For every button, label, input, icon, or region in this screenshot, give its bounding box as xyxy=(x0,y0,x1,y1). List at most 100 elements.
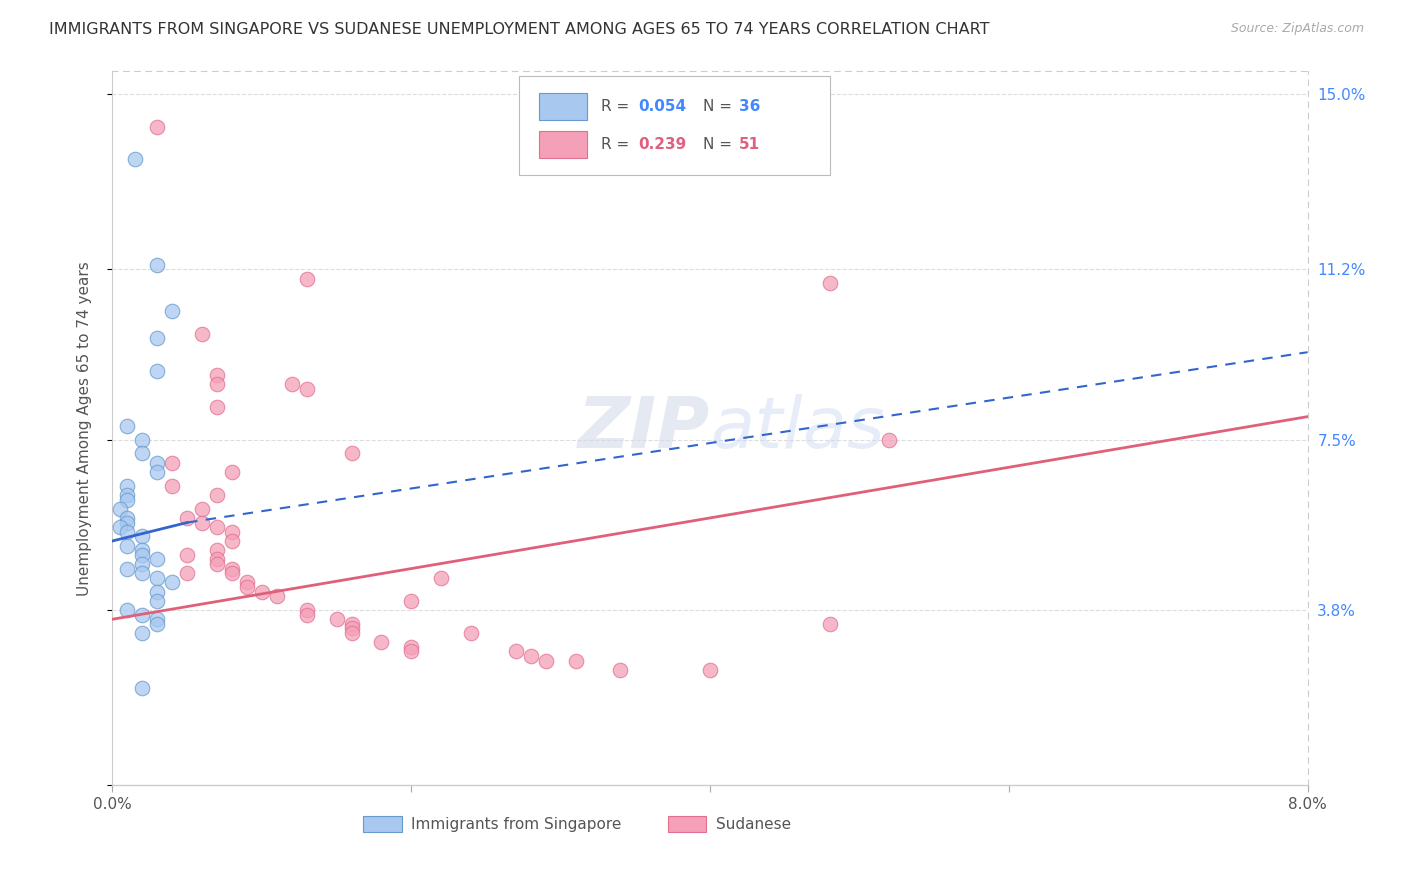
Point xyxy=(162,303,183,318)
Point xyxy=(266,589,288,603)
Point xyxy=(117,539,139,553)
Point xyxy=(146,571,169,585)
Point xyxy=(191,326,214,341)
Point xyxy=(117,561,139,575)
Text: 0.239: 0.239 xyxy=(638,137,686,153)
Point xyxy=(340,616,363,631)
Point xyxy=(117,524,139,539)
Point xyxy=(609,663,631,677)
Point xyxy=(250,584,273,599)
Point xyxy=(460,626,482,640)
Point xyxy=(818,276,841,290)
Bar xyxy=(363,816,402,832)
Point xyxy=(146,120,169,134)
Point xyxy=(401,644,423,658)
Point xyxy=(205,401,228,415)
Point xyxy=(162,456,183,470)
Point xyxy=(191,501,214,516)
Point xyxy=(205,377,228,392)
Point xyxy=(295,271,318,285)
Point xyxy=(146,456,169,470)
Point xyxy=(205,552,228,566)
Point xyxy=(108,520,131,534)
Text: R =: R = xyxy=(602,137,634,153)
Bar xyxy=(668,816,706,832)
Point xyxy=(146,258,169,272)
Point xyxy=(401,640,423,654)
Point xyxy=(877,433,901,447)
Point xyxy=(520,648,543,663)
Point xyxy=(117,516,139,530)
Point xyxy=(131,543,153,558)
Point xyxy=(131,607,153,622)
Point xyxy=(117,492,139,507)
Point xyxy=(325,612,347,626)
Bar xyxy=(538,93,586,120)
Point xyxy=(176,511,198,525)
Point xyxy=(131,446,153,460)
Point xyxy=(131,433,153,447)
Point xyxy=(117,418,139,433)
Point xyxy=(162,575,183,590)
Point xyxy=(430,571,453,585)
Point xyxy=(146,612,169,626)
Text: atlas: atlas xyxy=(710,393,884,463)
Point xyxy=(699,663,721,677)
Point xyxy=(146,465,169,479)
Point xyxy=(340,626,363,640)
Point xyxy=(117,603,139,617)
Point xyxy=(146,594,169,608)
Point xyxy=(281,377,304,392)
Point xyxy=(205,520,228,534)
Point xyxy=(236,580,259,594)
Point xyxy=(117,488,139,502)
Point xyxy=(205,368,228,383)
Bar xyxy=(538,131,586,159)
Text: 0.054: 0.054 xyxy=(638,99,686,114)
Point xyxy=(818,616,841,631)
Point xyxy=(146,616,169,631)
Point xyxy=(176,548,198,562)
Point xyxy=(131,548,153,562)
Point xyxy=(505,644,527,658)
Point xyxy=(221,561,243,575)
Point xyxy=(340,446,363,460)
Point xyxy=(191,516,214,530)
Point xyxy=(295,607,318,622)
Text: 36: 36 xyxy=(738,99,761,114)
Point xyxy=(162,479,183,493)
Point xyxy=(221,524,243,539)
Point xyxy=(205,488,228,502)
Point xyxy=(146,552,169,566)
Point xyxy=(370,635,392,649)
Point xyxy=(295,603,318,617)
Text: Immigrants from Singapore: Immigrants from Singapore xyxy=(412,817,621,831)
Text: N =: N = xyxy=(703,99,737,114)
Point xyxy=(221,566,243,581)
Point xyxy=(205,543,228,558)
Point xyxy=(108,501,131,516)
Point xyxy=(564,654,586,668)
Y-axis label: Unemployment Among Ages 65 to 74 years: Unemployment Among Ages 65 to 74 years xyxy=(77,260,91,596)
Text: Sudanese: Sudanese xyxy=(716,817,792,831)
Point xyxy=(124,152,146,166)
Point xyxy=(176,566,198,581)
Point xyxy=(205,557,228,571)
Point xyxy=(117,479,139,493)
Point xyxy=(146,331,169,345)
Point xyxy=(534,654,557,668)
Point xyxy=(221,533,243,548)
Point xyxy=(117,511,139,525)
Text: R =: R = xyxy=(602,99,634,114)
Point xyxy=(131,529,153,543)
Text: N =: N = xyxy=(703,137,737,153)
Text: IMMIGRANTS FROM SINGAPORE VS SUDANESE UNEMPLOYMENT AMONG AGES 65 TO 74 YEARS COR: IMMIGRANTS FROM SINGAPORE VS SUDANESE UN… xyxy=(49,22,990,37)
Point xyxy=(131,681,153,696)
Point xyxy=(236,575,259,590)
Point xyxy=(221,465,243,479)
Text: 51: 51 xyxy=(738,137,759,153)
Point xyxy=(146,584,169,599)
Text: Source: ZipAtlas.com: Source: ZipAtlas.com xyxy=(1230,22,1364,36)
Point xyxy=(131,557,153,571)
Point xyxy=(295,382,318,396)
